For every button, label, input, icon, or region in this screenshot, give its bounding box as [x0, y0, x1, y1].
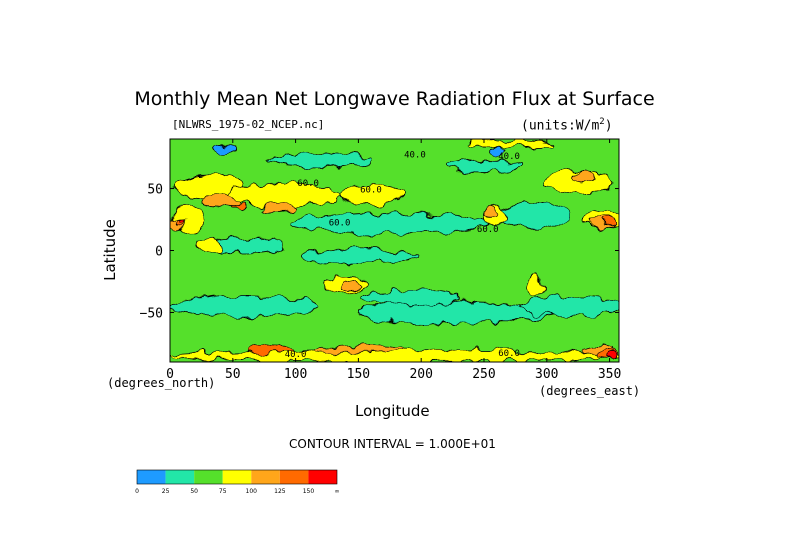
- y-tick-label: −50: [140, 306, 163, 321]
- colorbar: 0 25 50 75 100 125 150 ∞: [135, 469, 340, 495]
- contour-label: 60.0: [498, 349, 520, 359]
- colorbar-level-label: 0: [135, 488, 139, 495]
- field-region: [606, 352, 618, 359]
- field-region: [526, 272, 543, 298]
- chart-title: Monthly Mean Net Longwave Radiation Flux…: [134, 88, 655, 110]
- field-region: [226, 183, 340, 207]
- y-axis-label: Latitude: [101, 219, 119, 281]
- colorbar-frame: [136, 469, 338, 485]
- colorbar-level-label: 50: [190, 488, 198, 495]
- x-axis-ticks: 0 50 100 150 200 250 300 350: [166, 139, 621, 382]
- field-region: [498, 203, 570, 229]
- x-units-label: (degrees_north): [107, 376, 216, 390]
- colorbar-swatch: [194, 470, 223, 484]
- contour-label: 40.0: [404, 151, 426, 161]
- colorbar-swatch: [308, 470, 337, 484]
- colorbar-swatch: [222, 470, 252, 484]
- contour-label: 60.0: [329, 219, 351, 229]
- field-region: [483, 207, 497, 219]
- field-region: [445, 159, 523, 173]
- field-region: [601, 217, 618, 227]
- field-region: [339, 184, 403, 206]
- contour-label: 60.0: [297, 179, 319, 189]
- contour-label: 40.0: [498, 152, 520, 162]
- colorbar-level-label: 25: [162, 488, 170, 495]
- heatmap-field: 60.0 40.0 60.0 60.0 60.0 60.0 40.0 40.0: [170, 139, 619, 362]
- x-tick-label: 100: [284, 367, 307, 382]
- field-region: [179, 218, 187, 224]
- colorbar-swatch: [137, 470, 166, 484]
- x-tick-label: 250: [472, 367, 495, 382]
- field-region: [244, 345, 296, 354]
- field-region: [261, 203, 293, 214]
- x-tick-label: 50: [225, 367, 241, 382]
- x-tick-label: 150: [347, 367, 370, 382]
- colorbar-swatch: [279, 470, 309, 484]
- units-text: (units:W/m: [521, 118, 600, 134]
- colorbar-swatch: [251, 470, 280, 484]
- field-region: [341, 281, 363, 290]
- colorbar-level-label: 125: [274, 488, 286, 495]
- units-close: ): [604, 118, 613, 134]
- field-region: [194, 236, 221, 253]
- contour-interval: CONTOUR INTERVAL = 1.000E+01: [289, 437, 496, 451]
- x-axis-label: Longitude: [355, 402, 430, 420]
- colorbar-level-label: 100: [246, 488, 258, 495]
- colorbar-level-label: ∞: [335, 488, 340, 495]
- colorbar-level-label: 75: [219, 488, 227, 495]
- field-region: [464, 139, 554, 149]
- field-region: [301, 248, 416, 265]
- x-tick-label: 350: [598, 367, 621, 382]
- contour-label: 40.0: [285, 350, 307, 360]
- x-tick-label: 300: [535, 367, 558, 382]
- x-tick-label: 0: [166, 367, 174, 382]
- contour-label: 60.0: [360, 185, 382, 195]
- units-exponent: 2: [599, 117, 605, 127]
- units-label: (units:W/m2): [521, 117, 613, 133]
- colorbar-level-label: 150: [303, 488, 315, 495]
- colorbar-swatch: [165, 470, 195, 484]
- field-region: [170, 295, 322, 317]
- field-region: [202, 193, 239, 209]
- field-region: [521, 295, 619, 317]
- file-label: [NLWRS_1975-02_NCEP.nc]: [172, 118, 325, 131]
- y-units-label: (degrees_east): [539, 384, 641, 398]
- field-region: [232, 203, 246, 212]
- field-region: [216, 144, 237, 154]
- y-tick-label: 50: [147, 183, 163, 198]
- field-region: [542, 169, 614, 196]
- x-tick-label: 200: [409, 367, 432, 382]
- field-region: [270, 152, 372, 168]
- field-region: [314, 345, 403, 354]
- y-tick-label: 0: [155, 245, 163, 260]
- field-region: [288, 212, 491, 234]
- field-region: [574, 169, 595, 183]
- field-region: [357, 289, 460, 306]
- y-axis-ticks: 50 0 −50: [140, 183, 619, 321]
- contour-label: 60.0: [477, 225, 499, 235]
